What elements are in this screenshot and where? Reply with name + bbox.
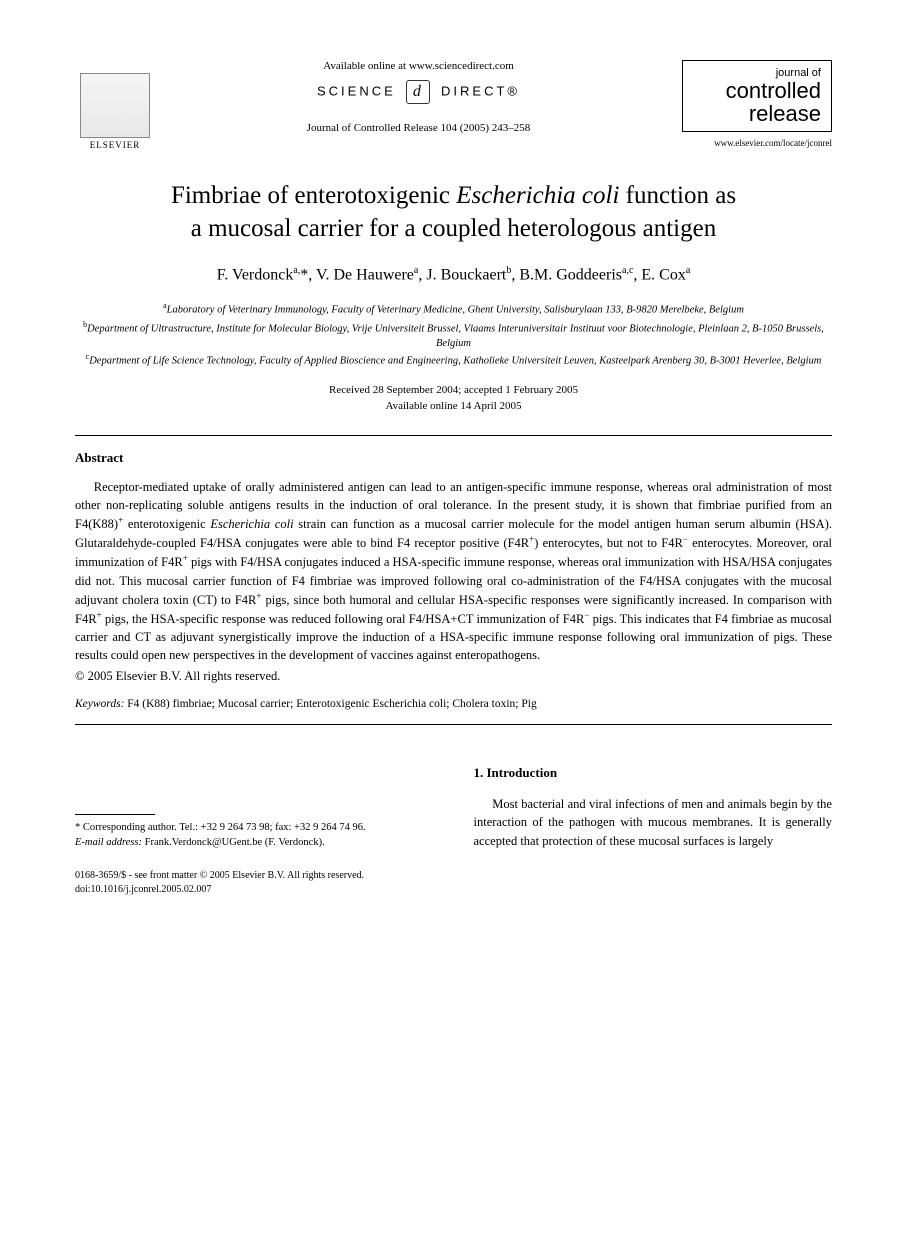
email-footnote: E-mail address: Frank.Verdonck@UGent.be … (75, 836, 434, 851)
issn-line: 0168-3659/$ - see front matter © 2005 El… (75, 869, 832, 883)
journal-citation: Journal of Controlled Release 104 (2005)… (175, 122, 662, 134)
journal-url: www.elsevier.com/locate/jconrel (682, 138, 832, 148)
science-direct-logo: SCIENCE d DIRECT® (175, 80, 662, 104)
science-label: SCIENCE (317, 83, 396, 98)
title-line2: a mucosal carrier for a coupled heterolo… (191, 215, 716, 242)
elsevier-label: ELSEVIER (90, 140, 141, 150)
title-line1-prefix: Fimbriae of enterotoxigenic (171, 182, 456, 209)
affiliation-b-text: Department of Ultrastructure, Institute … (87, 323, 824, 349)
copyright-line: © 2005 Elsevier B.V. All rights reserved… (75, 669, 832, 684)
available-online-text: Available online at www.sciencedirect.co… (175, 60, 662, 72)
journal-logo-block: journal of controlled release www.elsevi… (682, 60, 832, 148)
keywords-label: Keywords: (75, 698, 124, 710)
affiliation-a-text: Laboratory of Veterinary Immunology, Fac… (167, 305, 744, 316)
journal-name-2: release (693, 102, 821, 125)
authors-line: F. Verdoncka,*, V. De Hauwerea, J. Bouck… (75, 265, 832, 284)
received-date: Received 28 September 2004; accepted 1 F… (75, 382, 832, 399)
online-date: Available online 14 April 2005 (75, 398, 832, 415)
article-title: Fimbriae of enterotoxigenic Escherichia … (75, 180, 832, 245)
dates-block: Received 28 September 2004; accepted 1 F… (75, 382, 832, 415)
elsevier-logo: ELSEVIER (75, 60, 155, 150)
header-row: ELSEVIER Available online at www.science… (75, 60, 832, 150)
bottom-info: 0168-3659/$ - see front matter © 2005 El… (75, 869, 832, 897)
corresponding-author: * Corresponding author. Tel.: +32 9 264 … (75, 821, 434, 836)
keywords-line: Keywords: F4 (K88) fimbriae; Mucosal car… (75, 698, 832, 710)
two-column-region: * Corresponding author. Tel.: +32 9 264 … (75, 765, 832, 851)
abstract-heading: Abstract (75, 450, 832, 466)
journal-title-box: journal of controlled release (682, 60, 832, 132)
affiliation-c-text: Department of Life Science Technology, F… (89, 356, 821, 367)
affiliation-a: aLaboratory of Veterinary Immunology, Fa… (75, 300, 832, 318)
title-line1-suffix: function as (619, 182, 736, 209)
title-line1-italic: Escherichia coli (456, 182, 619, 209)
doi-line: doi:10.1016/j.jconrel.2005.02.007 (75, 883, 832, 897)
affiliation-b: bDepartment of Ultrastructure, Institute… (75, 319, 832, 352)
sd-d-icon: d (406, 80, 430, 104)
abstract-body: Receptor-mediated uptake of orally admin… (75, 478, 832, 665)
journal-name-1: controlled (693, 79, 821, 102)
direct-label: DIRECT® (441, 83, 520, 98)
elsevier-tree-icon (80, 73, 150, 138)
left-column: * Corresponding author. Tel.: +32 9 264 … (75, 765, 434, 851)
divider-top (75, 435, 832, 436)
email-value: Frank.Verdonck@UGent.be (F. Verdonck). (142, 837, 325, 848)
affiliation-c: cDepartment of Life Science Technology, … (75, 351, 832, 369)
intro-paragraph: Most bacterial and viral infections of m… (474, 795, 833, 851)
right-column: 1. Introduction Most bacterial and viral… (474, 765, 833, 851)
divider-bottom (75, 724, 832, 725)
center-header: Available online at www.sciencedirect.co… (155, 60, 682, 134)
footnote-divider (75, 814, 155, 815)
intro-heading: 1. Introduction (474, 765, 833, 781)
keywords-text: F4 (K88) fimbriae; Mucosal carrier; Ente… (124, 698, 536, 710)
affiliations-block: aLaboratory of Veterinary Immunology, Fa… (75, 300, 832, 369)
email-label: E-mail address: (75, 837, 142, 848)
